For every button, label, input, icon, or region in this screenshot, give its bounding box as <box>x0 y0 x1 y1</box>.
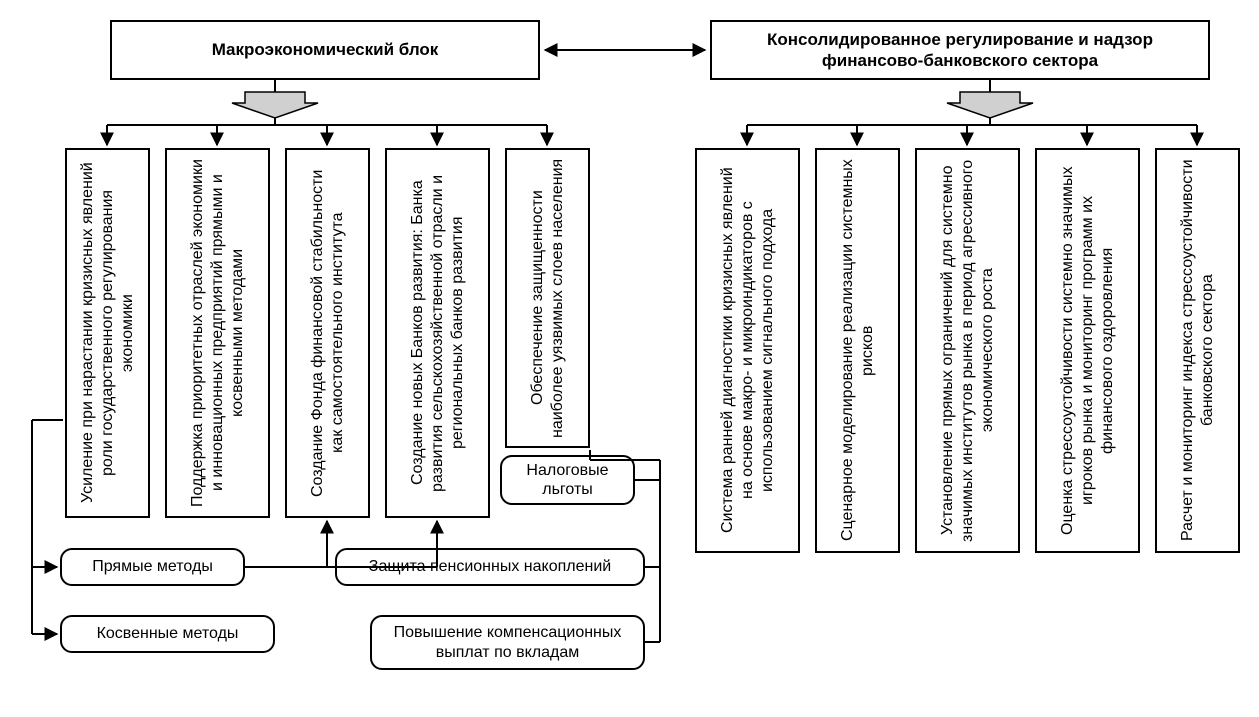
left-col-0-text: Усиление при нарастании кризисных явлени… <box>74 150 142 516</box>
right-col-1-text: Сценарное моделирование реализации систе… <box>834 150 882 551</box>
rbox-pension: Защита пенсионных накоплений <box>335 548 645 586</box>
right-col-1: Сценарное моделирование реализации систе… <box>815 148 900 553</box>
rbox-tax-text: Налоговые льготы <box>512 461 623 499</box>
left-col-4: Обеспечение защищенности наиболее уязвим… <box>505 148 590 448</box>
title-right: Консолидированное регулирование и надзор… <box>710 20 1210 80</box>
left-col-2-text: Создание Фонда финансовой стабильности к… <box>304 150 352 516</box>
rbox-comp-text: Повышение компенсационных выплат по вкла… <box>382 623 633 661</box>
left-col-4-text: Обеспечение защищенности наиболее уязвим… <box>524 150 572 446</box>
rbox-indirect: Косвенные методы <box>60 615 275 653</box>
right-col-2: Установление прямых ограничений для сист… <box>915 148 1020 553</box>
left-col-3-text: Создание новых Банков развития: Банка ра… <box>404 150 472 516</box>
right-col-4-text: Расчет и мониторинг индекса стрессоустой… <box>1174 150 1222 551</box>
left-col-0: Усиление при нарастании кризисных явлени… <box>65 148 150 518</box>
left-col-2: Создание Фонда финансовой стабильности к… <box>285 148 370 518</box>
right-col-0-text: Система ранней диагностики кризисных явл… <box>714 150 782 551</box>
title-right-text: Консолидированное регулирование и надзор… <box>722 29 1198 72</box>
right-col-4: Расчет и мониторинг индекса стрессоустой… <box>1155 148 1240 553</box>
right-col-2-text: Установление прямых ограничений для сист… <box>934 150 1002 551</box>
right-col-3-text: Оценка стрессоустойчивости системно знач… <box>1054 150 1122 551</box>
rbox-pension-text: Защита пенсионных накоплений <box>369 557 611 576</box>
left-col-1: Поддержка приоритетных отраслей экономик… <box>165 148 270 518</box>
title-left-text: Макроэкономический блок <box>212 39 439 60</box>
rbox-indirect-text: Косвенные методы <box>97 624 239 643</box>
right-col-3: Оценка стрессоустойчивости системно знач… <box>1035 148 1140 553</box>
chevron-down-icon <box>232 80 318 118</box>
left-col-3: Создание новых Банков развития: Банка ра… <box>385 148 490 518</box>
rbox-direct-text: Прямые методы <box>92 557 213 576</box>
chevron-down-icon <box>947 80 1033 118</box>
left-col-1-text: Поддержка приоритетных отраслей экономик… <box>184 150 252 516</box>
right-col-0: Система ранней диагностики кризисных явл… <box>695 148 800 553</box>
rbox-direct: Прямые методы <box>60 548 245 586</box>
title-left: Макроэкономический блок <box>110 20 540 80</box>
rbox-tax: Налоговые льготы <box>500 455 635 505</box>
diagram-canvas: Макроэкономический блок Консолидированно… <box>0 0 1259 717</box>
rbox-comp: Повышение компенсационных выплат по вкла… <box>370 615 645 670</box>
